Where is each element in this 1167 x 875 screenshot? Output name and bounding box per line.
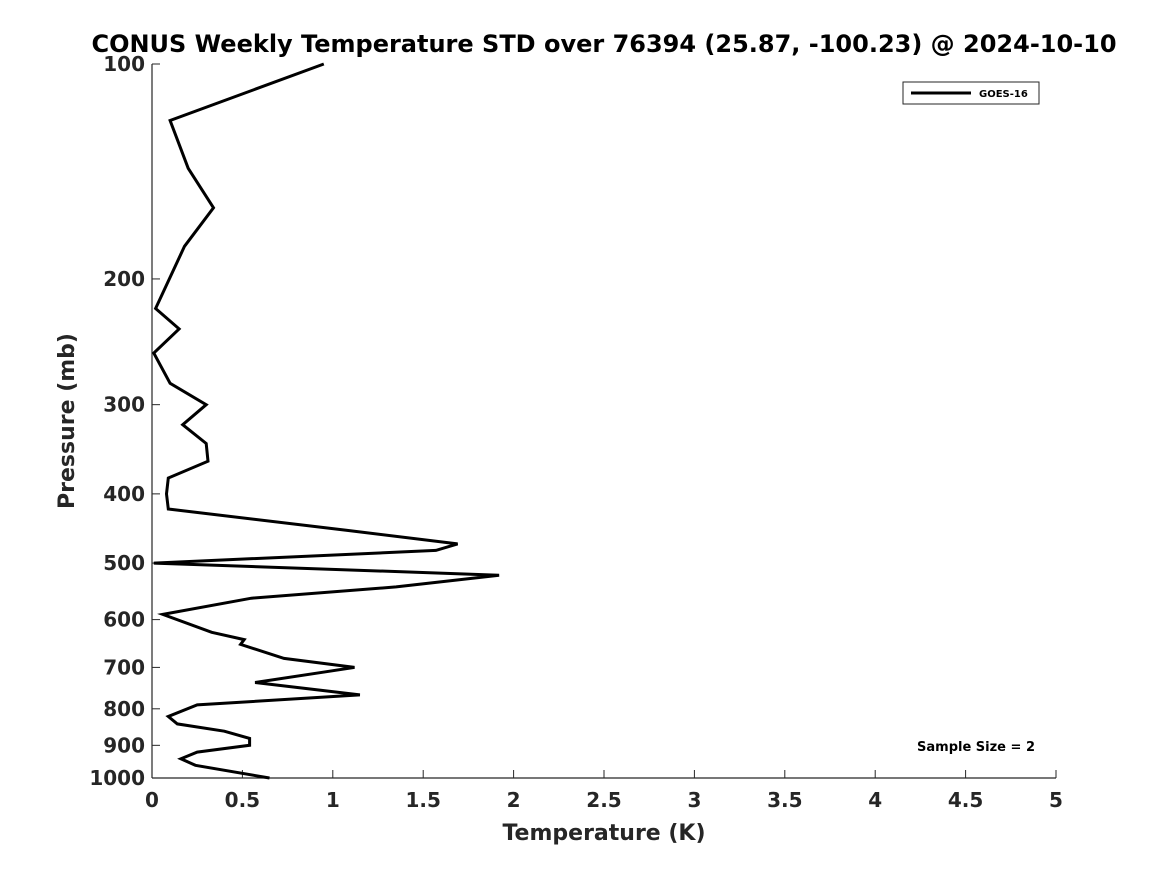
chart-title: CONUS Weekly Temperature STD over 76394 …	[91, 30, 1116, 58]
y-tick-label: 200	[103, 267, 145, 291]
x-tick-label: 0.5	[225, 788, 260, 812]
x-axis-ticks: 0 0.5 1 1.5 2 2.5 3 3.5 4 4.5 5	[145, 770, 1063, 812]
x-tick-label: 2	[507, 788, 521, 812]
y-tick-label: 800	[103, 697, 145, 721]
y-tick-label: 300	[103, 393, 145, 417]
y-axis-label: Pressure (mb)	[55, 333, 80, 509]
x-tick-label: 3.5	[767, 788, 802, 812]
y-axis-ticks: 100 200 300 400 500 600 700 800 900 1000	[89, 52, 160, 790]
y-tick-label: 600	[103, 608, 145, 632]
x-tick-label: 1.5	[405, 788, 440, 812]
y-tick-label: 400	[103, 482, 145, 506]
x-tick-label: 3	[687, 788, 701, 812]
y-tick-label: 1000	[89, 766, 145, 790]
plot-area: 0 0.5 1 1.5 2 2.5 3 3.5 4 4.5 5 100 200 300 400 500 600…	[89, 52, 1063, 812]
x-axis-label: Temperature (K)	[502, 821, 705, 846]
y-tick-label: 900	[103, 733, 145, 757]
x-tick-label: 1	[326, 788, 340, 812]
x-tick-label: 0	[145, 788, 159, 812]
y-tick-label: 700	[103, 655, 145, 679]
x-tick-label: 2.5	[586, 788, 621, 812]
x-tick-label: 4.5	[948, 788, 983, 812]
sample-size-annotation: Sample Size = 2	[917, 740, 1035, 755]
legend: GOES-16	[902, 81, 1040, 105]
series-layer	[151, 62, 500, 780]
series-line-goes-16	[151, 62, 500, 780]
x-tick-label: 5	[1049, 788, 1063, 812]
y-tick-label: 100	[103, 52, 145, 76]
x-tick-label: 4	[868, 788, 882, 812]
legend-label-goes-16: GOES-16	[979, 89, 1028, 100]
y-tick-label: 500	[103, 551, 145, 575]
